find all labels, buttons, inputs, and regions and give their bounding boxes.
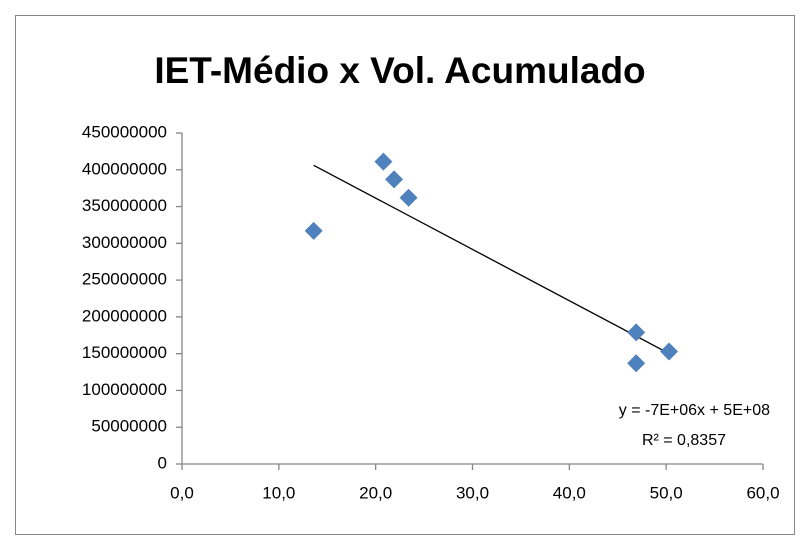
x-tick-label: 30,0: [456, 483, 489, 502]
point: [399, 188, 418, 207]
point: [660, 342, 679, 361]
y-tick-label: 200000000: [82, 306, 167, 325]
y-tick-label: 300000000: [82, 233, 167, 252]
point: [304, 221, 323, 240]
y-tick-label: 450000000: [82, 122, 167, 141]
y-tick-label: 50000000: [91, 417, 167, 436]
x-tick-label: 20,0: [359, 483, 392, 502]
chart-title: IET-Médio x Vol. Acumulado: [154, 50, 645, 91]
y-tick-label: 350000000: [82, 196, 167, 215]
point: [627, 354, 646, 373]
y-tick-label: 0: [158, 453, 167, 472]
y-tick-label: 150000000: [82, 343, 167, 362]
r-squared: R² = 0,8357: [642, 432, 726, 449]
trendline-equation: y = -7E+06x + 5E+08: [619, 402, 770, 419]
x-tick-label: 50,0: [650, 483, 683, 502]
x-tick-label: 40,0: [553, 483, 586, 502]
x-tick-label: 60,0: [746, 483, 779, 502]
y-tick-label: 250000000: [82, 270, 167, 289]
y-tick-label: 100000000: [82, 380, 167, 399]
point: [374, 152, 393, 171]
y-tick-label: 400000000: [82, 159, 167, 178]
x-tick-label: 10,0: [262, 483, 295, 502]
x-tick-label: 0,0: [170, 483, 194, 502]
point: [385, 170, 404, 189]
trendline: [313, 164, 670, 355]
point: [627, 323, 646, 342]
chart-border: [15, 15, 795, 535]
